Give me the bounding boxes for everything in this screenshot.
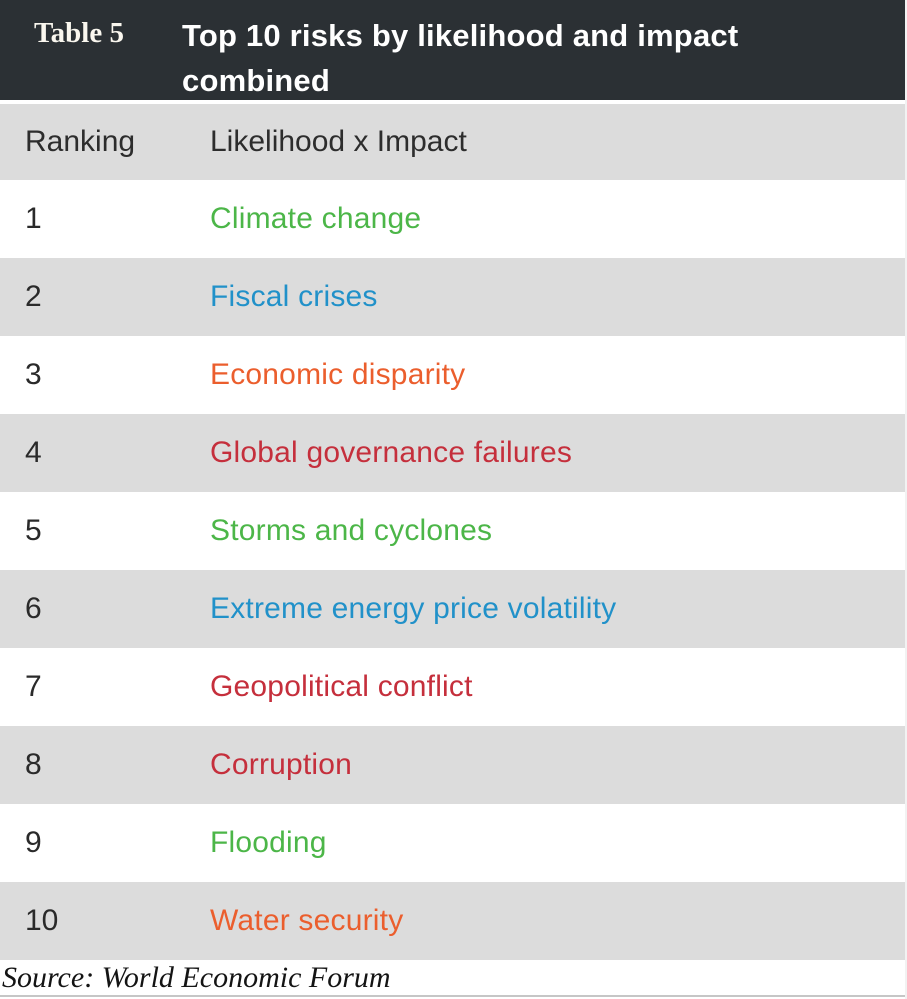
table-row: 9 Flooding bbox=[0, 804, 905, 882]
table-row: 5 Storms and cyclones bbox=[0, 492, 905, 570]
table-title: Top 10 risks by likelihood and impact co… bbox=[182, 18, 739, 98]
column-header-row: Ranking Likelihood x Impact bbox=[0, 104, 905, 180]
rank-cell: 10 bbox=[25, 904, 59, 937]
rank-cell: 7 bbox=[25, 670, 42, 703]
table-row: 7 Geopolitical conflict bbox=[0, 648, 905, 726]
header-separator bbox=[0, 100, 905, 104]
rank-cell: 5 bbox=[25, 514, 42, 547]
risk-cell: Economic disparity bbox=[210, 358, 466, 391]
rank-cell: 1 bbox=[25, 202, 42, 235]
risk-cell: Geopolitical conflict bbox=[210, 670, 473, 703]
risk-cell: Climate change bbox=[210, 202, 422, 235]
table-row: 10 Water security bbox=[0, 882, 905, 960]
rank-cell: 9 bbox=[25, 826, 42, 859]
table-number-label: Table 5 bbox=[34, 17, 124, 49]
risk-cell: Corruption bbox=[210, 748, 353, 781]
rank-cell: 8 bbox=[25, 748, 42, 781]
table-row: 8 Corruption bbox=[0, 726, 905, 804]
risk-cell: Extreme energy price volatility bbox=[210, 592, 617, 625]
column-header-risk: Likelihood x Impact bbox=[210, 125, 467, 158]
rank-cell: 4 bbox=[25, 436, 42, 469]
table-row: 1 Climate change bbox=[0, 180, 905, 258]
risk-cell: Fiscal crises bbox=[210, 280, 378, 313]
rank-cell: 3 bbox=[25, 358, 42, 391]
risk-cell: Global governance failures bbox=[210, 436, 573, 469]
risk-cell: Flooding bbox=[210, 826, 327, 859]
column-header-ranking: Ranking bbox=[25, 125, 136, 158]
table-header-bar: Table 5 Top 10 risks by likelihood and i… bbox=[0, 0, 905, 100]
table-row: 4 Global governance failures bbox=[0, 414, 905, 492]
table-body: 1 Climate change 2 Fiscal crises 3 Econo… bbox=[0, 180, 905, 960]
table-row: 6 Extreme energy price volatility bbox=[0, 570, 905, 648]
risk-cell: Water security bbox=[210, 904, 404, 937]
rank-cell: 6 bbox=[25, 592, 42, 625]
rank-cell: 2 bbox=[25, 280, 42, 313]
source-note: Source: World Economic Forum bbox=[0, 960, 905, 997]
table-row: 3 Economic disparity bbox=[0, 336, 905, 414]
table-row: 2 Fiscal crises bbox=[0, 258, 905, 336]
risk-cell: Storms and cyclones bbox=[210, 514, 493, 547]
